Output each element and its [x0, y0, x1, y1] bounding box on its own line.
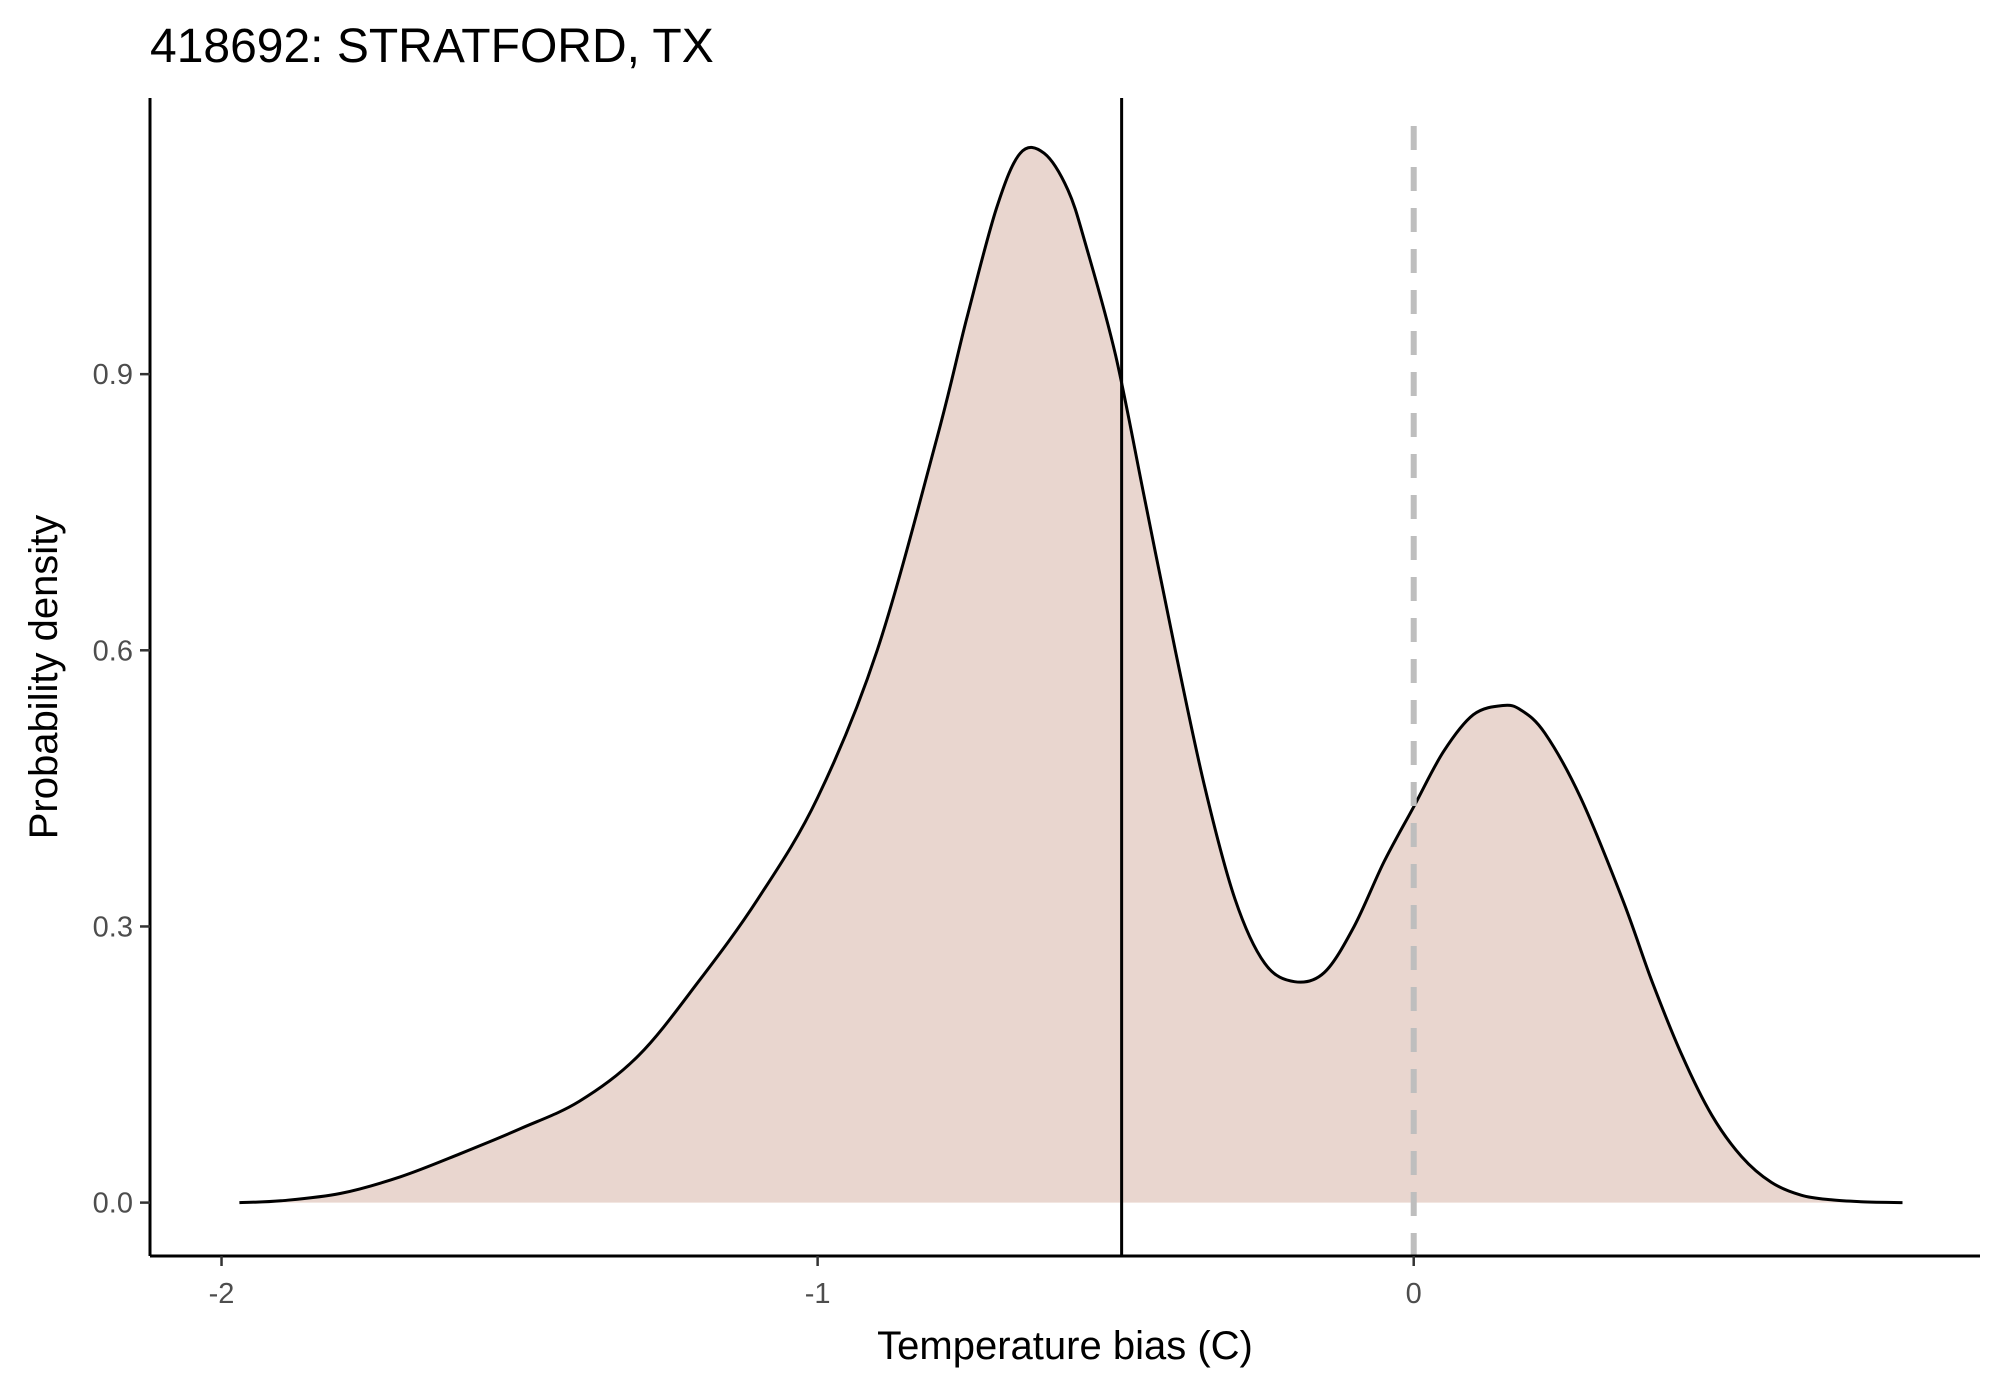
- y-tick-label: 0.0: [93, 1188, 133, 1220]
- y-tick-label: 0.9: [93, 359, 133, 391]
- plot-area: [239, 98, 1903, 1256]
- y-tick-label: 0.6: [93, 635, 133, 667]
- x-tick-label: -2: [209, 1278, 235, 1310]
- x-axis-title: Temperature bias (C): [877, 1324, 1253, 1368]
- x-axis-ticks: -2 -1 0: [209, 1256, 1422, 1310]
- x-tick-label: 0: [1406, 1278, 1422, 1310]
- y-axis-title: Probability density: [22, 515, 66, 840]
- y-axis-ticks: 0.0 0.3 0.6 0.9: [93, 359, 150, 1220]
- y-tick-label: 0.3: [93, 911, 133, 943]
- density-curve: [239, 145, 1903, 1205]
- density-area: [239, 147, 1903, 1203]
- x-tick-label: -1: [805, 1278, 831, 1310]
- chart-title: 418692: STRATFORD, TX: [150, 20, 714, 73]
- axes: -2 -1 0 0.0 0.3 0.6 0.9: [93, 98, 1980, 1310]
